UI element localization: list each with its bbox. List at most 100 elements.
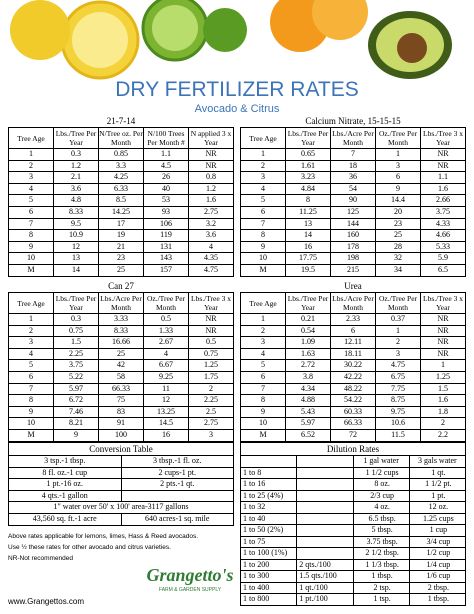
table-cell: 72 <box>330 428 376 442</box>
table-cell: 106 <box>143 217 189 231</box>
table-row: 10 5.97 66.33 10.6 2 <box>240 417 466 430</box>
table-cell: NR <box>188 159 234 173</box>
table-cell: 1.25 <box>188 359 234 372</box>
table-cell: 8 <box>240 229 286 242</box>
column-header <box>296 455 354 468</box>
table-cell: 4.84 <box>285 182 331 196</box>
table-cell: 16 <box>285 240 331 254</box>
table-cell: 7 <box>330 148 376 161</box>
table-cell: 1.61 <box>285 159 331 173</box>
table-cell: 3.6 <box>53 182 99 196</box>
table-cell: 2.5 <box>188 405 234 419</box>
table-cell: 2.33 <box>330 313 376 326</box>
table-cell: 6.5 tbsp. <box>352 512 410 526</box>
table-cell: 2 qts./100 <box>296 558 354 572</box>
table-cell: 1 <box>420 359 466 372</box>
table-cell: 2.1 <box>53 171 99 184</box>
table-cell: 28 <box>375 240 421 254</box>
table-title: Dilution Rates <box>240 442 466 456</box>
table-cell: 18 <box>330 159 376 173</box>
table-cell: 8 <box>240 394 286 407</box>
table-cell: 6.52 <box>285 428 331 442</box>
table-cell: 1 pt.-16 oz. <box>8 478 122 491</box>
table-cell: 0.3 <box>53 148 99 161</box>
table-cell: 4.66 <box>420 229 466 242</box>
table-cell: 1.6 <box>188 194 234 207</box>
table-title: Conversion Table <box>8 442 234 456</box>
table-cell: 42.22 <box>330 370 376 384</box>
table-cell: 10.6 <box>375 417 421 430</box>
table-row: 1 to 40 6.5 tbsp. 1.25 cups <box>239 512 467 526</box>
table-row: 7 4.34 48.22 7.75 1.5 <box>240 382 466 396</box>
table-cell: 60.33 <box>330 405 376 419</box>
table-cell: M <box>8 428 54 442</box>
table-cell: 1 qt. <box>408 466 467 480</box>
table-cell: 10 <box>240 252 286 265</box>
table-cell: NR <box>420 313 466 326</box>
fertilizer-table-block: 21-7-14 Tree Age Lbs./Tree Per Year N/Tree … <box>8 116 234 277</box>
table-cell: 54 <box>330 182 376 196</box>
table-row: 10 13 23 143 4.35 <box>8 252 234 265</box>
table-cell: 1.1 <box>420 171 466 184</box>
table-title: 21-7-14 <box>106 116 136 126</box>
table-cell: NR <box>420 347 466 361</box>
table-cell: 25 <box>375 229 421 242</box>
table-cell: 9 <box>8 240 54 254</box>
table-cell: 1 <box>8 313 54 326</box>
table-cell: 3 <box>375 159 421 173</box>
fertilizer-table-block: Can 27 Tree Age Lbs./Tree Per Year Lbs./Acr… <box>8 281 234 442</box>
table-row: 1 pt.-16 oz. 2 pts.-1 qt. <box>8 478 234 491</box>
table-cell: 2.75 <box>188 417 234 430</box>
table-cell: 10 <box>8 417 54 430</box>
column-header: Lbs./Tree Per Year <box>53 292 99 314</box>
logo: Grangetto's <box>146 565 234 585</box>
table-cell: 53 <box>143 194 189 207</box>
table-cell: 0.5 <box>143 313 189 326</box>
table-cell: 48.22 <box>330 382 376 396</box>
table-cell: 8.21 <box>53 417 99 430</box>
table-cell: 30.22 <box>330 359 376 372</box>
table-row: 6 3.8 42.22 6.75 1.25 <box>240 370 466 384</box>
table-cell: 1.1 <box>143 148 189 161</box>
table-cell: 12 oz. <box>408 501 467 514</box>
column-header: 1 gal water <box>352 455 410 468</box>
table-cell: 1 to 75 <box>239 535 298 549</box>
table-cell: 3.2 <box>188 217 234 231</box>
fertilizer-table-block: Calcium Nitrate, 15-15-15 Tree Age Lbs./Tr… <box>240 116 466 277</box>
table-cell: 2.67 <box>143 336 189 349</box>
table-cell: 6.72 <box>53 394 99 407</box>
table-cell <box>296 547 354 560</box>
fertilizer-table-block: Urea Tree Age Lbs./Tree Per Year Lbs./Acre … <box>240 281 466 442</box>
table-cell: NR <box>420 336 466 349</box>
table-cell: 1.6 <box>420 394 466 407</box>
table-cell <box>120 489 234 503</box>
table-row: 9 5.43 60.33 9.75 1.8 <box>240 405 466 419</box>
table-cell: 4 <box>240 182 286 196</box>
subtitle: Avocado & Citrus <box>194 103 280 115</box>
table-cell: 4.34 <box>285 382 331 396</box>
table-cell: 1 <box>375 148 421 161</box>
table-cell: 5.43 <box>285 405 331 419</box>
table-cell: 119 <box>143 229 189 242</box>
table-row: 43,560 sq. ft.-1 acre 640 acres-1 sq. mil… <box>8 512 234 526</box>
table-cell: 17 <box>98 217 144 231</box>
table-cell: 4.33 <box>420 217 466 231</box>
table-cell: 5 <box>240 359 286 372</box>
table-cell: 3 <box>8 171 54 184</box>
header-row: Tree Age Lbs./Tree Per Year N/Tree oz. Per… <box>8 127 234 149</box>
table-cell: 143 <box>143 252 189 265</box>
table-cell: 9.5 <box>53 217 99 231</box>
table-cell: 83 <box>98 405 144 419</box>
table-cell: 8 <box>285 194 331 207</box>
table-cell: 3.75 <box>53 359 99 372</box>
table-cell: NR <box>420 159 466 173</box>
note: Use ½ these rates for other avocado and … <box>8 544 171 551</box>
table-cell: 3 tsp.-1 tbsp. <box>8 455 122 468</box>
table-cell: 5 <box>240 194 286 207</box>
table-cell <box>296 535 354 549</box>
column-header: Oz./Tree Per Month <box>375 292 421 314</box>
table-cell: 11.25 <box>285 205 331 219</box>
table-row: 1 to 300 1.5 qts./100 1 tbsp. 1/6 cup <box>239 570 467 583</box>
table-cell: 6 <box>240 205 286 219</box>
table-cell: 4.88 <box>285 394 331 407</box>
